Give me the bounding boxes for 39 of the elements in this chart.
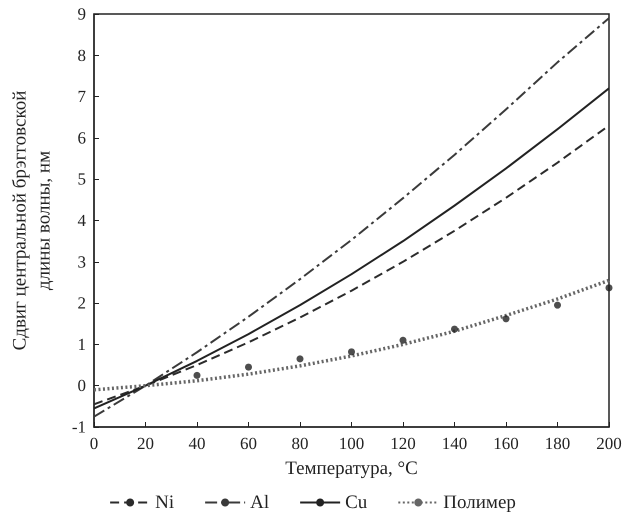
line-series [92, 278, 611, 392]
x-tick-label: 0 [90, 434, 98, 453]
legend-label: Al [250, 492, 270, 513]
x-tick-label: 100 [338, 434, 364, 453]
x-tick-label: 80 [292, 434, 308, 453]
legend-label: Ni [155, 492, 174, 513]
y-tick-label: 9 [78, 4, 86, 24]
y-tick-label: 2 [78, 294, 86, 313]
x-tick-label: 60 [240, 434, 257, 453]
point [502, 315, 510, 322]
y-tick-label: 0 [78, 376, 86, 396]
legend-label: Полимер [443, 492, 516, 513]
x-tick-label: 200 [596, 434, 622, 453]
x-tick-label: 40 [188, 434, 206, 453]
y-tick-label: 7 [78, 87, 86, 106]
y-tick-label: 3 [78, 252, 86, 272]
point [296, 355, 304, 362]
y-tick-label: 1 [78, 334, 86, 354]
point [194, 372, 200, 379]
line-series [93, 17, 610, 418]
point [554, 302, 561, 309]
x-tick-label: 160 [493, 434, 519, 453]
point [245, 364, 252, 371]
y-tick-label: 5 [78, 170, 86, 189]
legend-label: Cu [345, 492, 368, 513]
x-tick-label: 140 [442, 434, 468, 453]
point [606, 284, 612, 292]
x-axis-title: Температура, °C [285, 458, 418, 479]
point [400, 336, 406, 344]
x-tick-label: 180 [544, 434, 570, 453]
y-tick-label: 6 [78, 128, 86, 148]
y-axis-title: Сдвиг центральной брэгговской длины волны, нм [10, 90, 54, 350]
y-tick-label: 4 [78, 211, 86, 230]
x-tick-label: 20 [137, 434, 154, 453]
point [348, 348, 355, 356]
x-tick-label: 120 [390, 434, 416, 453]
y-tick-label: 8 [78, 46, 86, 65]
y-tick-label: -1 [72, 418, 86, 436]
point [451, 326, 458, 333]
